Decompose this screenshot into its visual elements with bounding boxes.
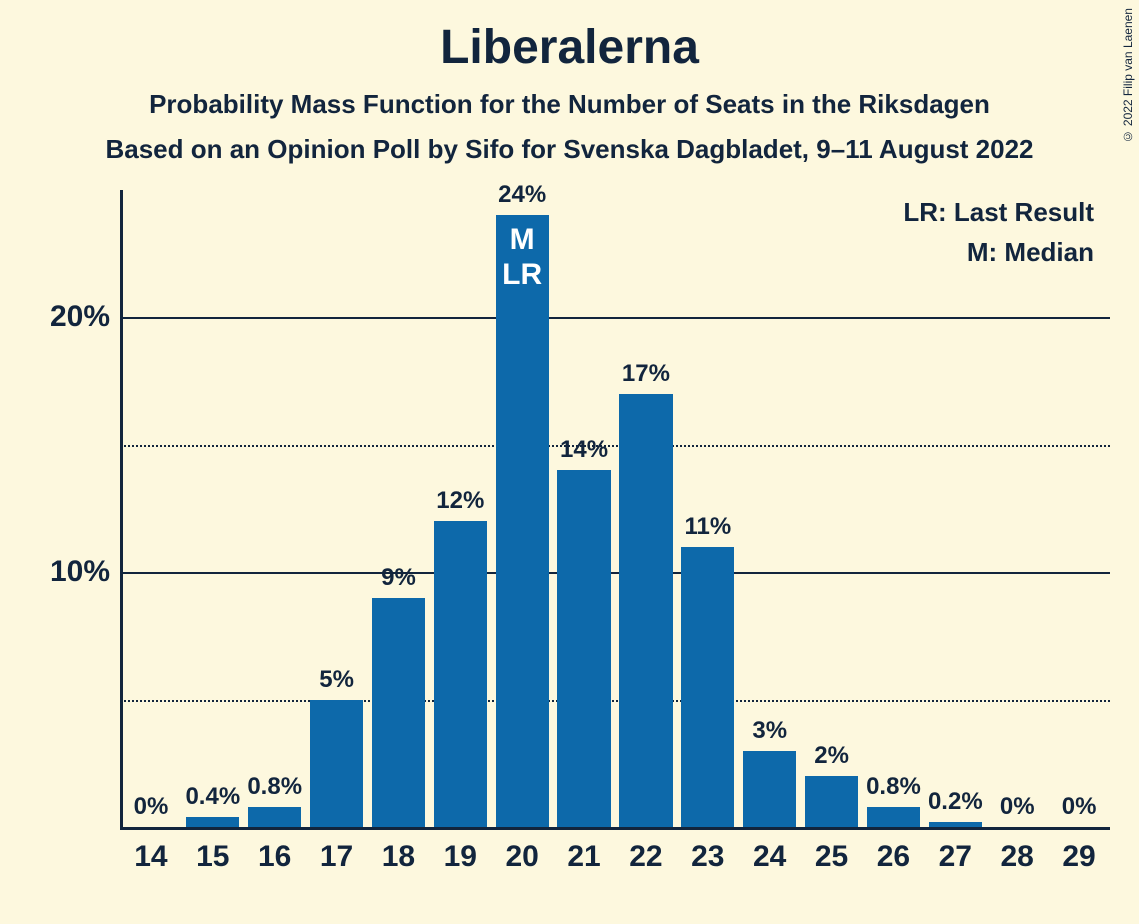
bar [619, 394, 672, 827]
bar-value-label: 0.8% [247, 773, 302, 801]
x-axis-tick-label: 23 [677, 832, 739, 874]
bar [372, 598, 425, 827]
bar-slot: 12% [429, 521, 491, 827]
bar-slot: 0.8% [244, 807, 306, 827]
copyright-text: © 2022 Filip van Laenen [1121, 8, 1135, 143]
bar-value-label: 5% [319, 666, 354, 694]
x-axis-tick-label: 16 [244, 832, 306, 874]
bar-value-label: 0.2% [928, 788, 983, 816]
bar-value-label: 3% [752, 717, 787, 745]
y-axis-tick-label: 20% [50, 300, 110, 334]
y-axis-tick-label: 10% [50, 555, 110, 589]
bar-value-label: 0% [1062, 793, 1097, 821]
bar [434, 521, 487, 827]
bar-slot: 0.4% [182, 817, 244, 827]
bar-value-label: 2% [814, 742, 849, 770]
bar-value-label: 24% [498, 181, 546, 209]
bar-value-label: 9% [381, 564, 416, 592]
bar [557, 470, 610, 827]
x-axis-tick-label: 17 [306, 832, 368, 874]
x-axis-tick-label: 15 [182, 832, 244, 874]
bar [248, 807, 301, 827]
chart-title: Liberalerna [0, 0, 1139, 75]
bar-value-label: 0% [1000, 793, 1035, 821]
x-axis-tick-label: 26 [863, 832, 925, 874]
bar-value-label: 14% [560, 436, 608, 464]
bar-slot: 3% [739, 751, 801, 827]
x-axis-tick-label: 29 [1048, 832, 1110, 874]
x-axis-tick-label: 14 [120, 832, 182, 874]
x-axis-tick-label: 20 [491, 832, 553, 874]
bar-slot: 9% [368, 598, 430, 827]
bar [867, 807, 920, 827]
bar [805, 776, 858, 827]
x-axis-ticks: 14151617181920212223242526272829 [120, 832, 1110, 874]
bar-slot: 14% [553, 470, 615, 827]
bar-marker-label: M LR [496, 223, 549, 292]
bar-slot: 11% [677, 547, 739, 827]
y-axis-line [120, 190, 123, 830]
bar-slot: 2% [801, 776, 863, 827]
bar [743, 751, 796, 827]
chart-subtitle-1: Probability Mass Function for the Number… [0, 89, 1139, 120]
x-axis-tick-label: 24 [739, 832, 801, 874]
x-axis-tick-label: 21 [553, 832, 615, 874]
x-axis-tick-label: 25 [801, 832, 863, 874]
x-axis-tick-label: 18 [368, 832, 430, 874]
bar-value-label: 0.8% [866, 773, 921, 801]
bar [186, 817, 239, 827]
x-axis-tick-label: 19 [429, 832, 491, 874]
chart-plot-area: LR: Last Result M: Median 10%20% 0%0.4%0… [120, 190, 1110, 830]
bar [310, 700, 363, 827]
bar [681, 547, 734, 827]
bar-value-label: 12% [436, 487, 484, 515]
bars-container: 0%0.4%0.8%5%9%12%24%M LR14%17%11%3%2%0.8… [120, 190, 1110, 827]
bar-slot: 0.8% [863, 807, 925, 827]
chart-subtitle-2: Based on an Opinion Poll by Sifo for Sve… [0, 134, 1139, 165]
x-axis-tick-label: 27 [924, 832, 986, 874]
bar-value-label: 17% [622, 360, 670, 388]
bar-value-label: 0% [134, 793, 169, 821]
bar-slot: 5% [306, 700, 368, 827]
bar-slot: 24%M LR [491, 215, 553, 827]
bar-slot: 17% [615, 394, 677, 827]
x-axis-tick-label: 22 [615, 832, 677, 874]
x-axis-tick-label: 28 [986, 832, 1048, 874]
x-axis-line [120, 827, 1110, 830]
bar: M LR [496, 215, 549, 827]
bar-value-label: 11% [684, 513, 731, 541]
bar-value-label: 0.4% [185, 783, 240, 811]
